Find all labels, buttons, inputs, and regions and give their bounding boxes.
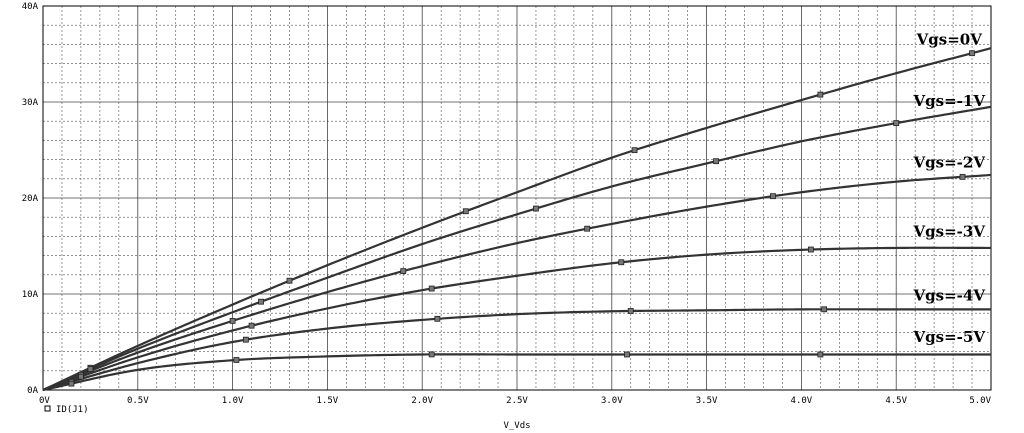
series-marker bbox=[584, 225, 591, 232]
x-tick-labels: 0V 0.5V 1.0V 1.5V 2.0V 2.5V 3.0V 3.5V 4.0V 4.5V 5.… bbox=[39, 396, 992, 406]
legend-marker bbox=[44, 405, 51, 412]
curve-label: Vgs=0V bbox=[916, 30, 983, 48]
series-marker bbox=[770, 193, 776, 200]
x-tick-label: 0V bbox=[39, 396, 50, 406]
legend: ID(J1) bbox=[44, 405, 89, 415]
x-tick-label: 4.5V bbox=[885, 396, 907, 406]
y-tick-label: 40A bbox=[22, 2, 39, 12]
series-marker bbox=[428, 351, 435, 358]
x-tick-label: 1.0V bbox=[222, 396, 244, 406]
curve-label: Vgs=-4V bbox=[913, 287, 986, 305]
y-tick-label: 10A bbox=[22, 290, 39, 300]
series-line bbox=[42, 47, 992, 391]
y-tick-label: 0A bbox=[27, 386, 38, 396]
y-tick-labels: 0A 10A 20A 30A 40A bbox=[22, 2, 39, 396]
legend-label: ID(J1) bbox=[56, 405, 89, 415]
series-marker bbox=[286, 277, 293, 284]
series-line bbox=[42, 246, 991, 392]
series-marker bbox=[68, 380, 75, 387]
series-marker bbox=[428, 285, 435, 292]
series-marker bbox=[229, 317, 236, 324]
y-tick-label: 20A bbox=[22, 194, 39, 204]
series-marker bbox=[807, 246, 814, 253]
series-marker bbox=[959, 173, 966, 180]
x-tick-label: 0.5V bbox=[127, 396, 149, 406]
series-marker bbox=[248, 322, 255, 329]
series-line bbox=[42, 308, 991, 392]
plot-frame bbox=[42, 5, 992, 391]
x-tick-label: 3.0V bbox=[601, 396, 623, 406]
series-marker bbox=[969, 50, 975, 57]
curve-label: Vgs=-2V bbox=[913, 153, 986, 171]
series-line bbox=[42, 353, 991, 392]
series-line bbox=[42, 173, 992, 392]
marker-layer bbox=[68, 50, 975, 387]
x-tick-label: 2.5V bbox=[506, 396, 528, 406]
series-marker bbox=[817, 351, 824, 358]
series-marker bbox=[434, 315, 441, 322]
curve-label: Vgs=-5V bbox=[913, 328, 986, 346]
series-marker bbox=[713, 158, 719, 165]
x-tick-label: 2.0V bbox=[411, 396, 433, 406]
series-line bbox=[42, 105, 992, 392]
x-tick-label: 4.0V bbox=[791, 396, 813, 406]
series-marker bbox=[631, 147, 638, 154]
curve-label: Vgs=-1V bbox=[913, 92, 986, 110]
series-marker bbox=[400, 268, 407, 275]
series-marker bbox=[893, 120, 900, 127]
series-marker bbox=[462, 208, 469, 215]
series-marker bbox=[233, 357, 240, 363]
series-marker bbox=[627, 308, 634, 314]
series-marker bbox=[78, 373, 84, 380]
series-marker bbox=[821, 306, 828, 313]
series-marker bbox=[817, 91, 824, 98]
series-marker bbox=[258, 298, 264, 305]
series-marker bbox=[533, 205, 539, 212]
curve-label: Vgs=-3V bbox=[913, 222, 986, 240]
x-axis-title: V_Vds bbox=[503, 421, 530, 431]
series-layer bbox=[42, 47, 992, 392]
x-tick-label: 1.5V bbox=[317, 396, 339, 406]
x-tick-label: 3.5V bbox=[696, 396, 718, 406]
series-marker bbox=[242, 336, 249, 343]
curve-labels: Vgs=0V Vgs=-1V Vgs=-2V Vgs=-3V Vgs=-4V Vgs=-5… bbox=[913, 30, 986, 346]
x-tick-label: 5.0V bbox=[969, 396, 991, 406]
series-marker bbox=[624, 351, 630, 358]
y-tick-label: 30A bbox=[22, 98, 39, 108]
series-marker bbox=[618, 259, 625, 266]
series-marker bbox=[87, 366, 94, 372]
